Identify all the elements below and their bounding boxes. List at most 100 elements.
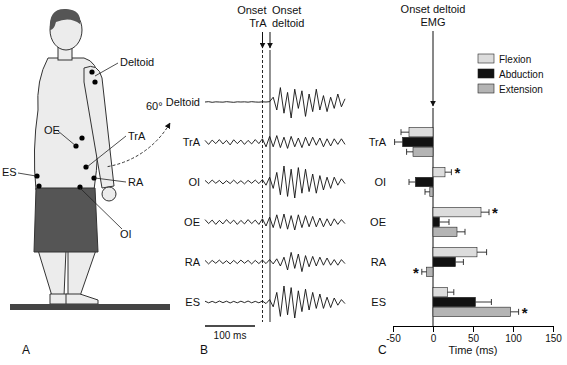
x-tick: 100 — [505, 326, 522, 344]
angle-arc — [108, 123, 170, 167]
x-tick-label: 50 — [468, 333, 480, 344]
bar — [415, 177, 433, 186]
error-bar-line — [439, 222, 449, 223]
plot-area — [395, 127, 519, 316]
electrode — [77, 184, 82, 189]
x-tick: 0 — [431, 326, 437, 344]
bar — [433, 247, 477, 256]
bar — [427, 267, 433, 276]
angle-label: 60° — [146, 100, 163, 112]
bar — [430, 187, 433, 196]
error-bar — [425, 189, 430, 195]
hair — [50, 9, 80, 30]
category-label: OE — [370, 216, 386, 228]
muscle-label: ES — [2, 166, 17, 178]
error-bar-line — [401, 132, 409, 133]
electrode — [92, 79, 97, 84]
leg — [68, 250, 96, 296]
error-bar-line — [511, 311, 519, 312]
error-bar-line — [445, 172, 451, 173]
x-tick-mark — [513, 326, 514, 332]
bar — [433, 207, 481, 216]
onset-arrow — [270, 32, 271, 48]
error-bar-cap — [409, 179, 410, 185]
x-tick-mark — [393, 326, 394, 332]
x-tick-label: 0 — [431, 333, 437, 344]
error-bar-cap — [465, 229, 466, 235]
annotation-text: EMG — [420, 16, 445, 28]
trace-label: OE — [184, 216, 200, 228]
bar — [403, 137, 433, 146]
error-bar-cap — [463, 259, 464, 265]
panel-label: B — [200, 343, 208, 357]
emg-trace — [205, 252, 345, 271]
trace-label: OI — [188, 176, 200, 188]
y-tick: RA — [371, 256, 387, 268]
annotation-text: Onset deltoid — [401, 3, 466, 15]
error-bar — [422, 269, 427, 275]
leg — [38, 250, 66, 296]
bar — [409, 127, 433, 136]
x-axis: -50 0 50 100 150 — [386, 326, 562, 344]
leader-line — [80, 188, 122, 229]
x-axis-title: Time (ms) — [448, 344, 497, 356]
leader-line — [18, 173, 36, 176]
category-label: RA — [371, 256, 387, 268]
legend-swatch — [478, 84, 494, 93]
onset-line — [262, 50, 263, 322]
bar — [433, 287, 447, 296]
error-bar-cap — [449, 219, 450, 225]
electrode — [89, 69, 94, 74]
error-bar-cap — [453, 289, 454, 295]
onset-label: TrA — [249, 17, 267, 29]
emg-trace — [205, 166, 345, 198]
error-bar-cap — [489, 209, 490, 215]
legend-label: Abduction — [499, 69, 543, 80]
error-bar — [407, 149, 413, 155]
error-bar — [445, 169, 451, 175]
error-bar-line — [481, 212, 489, 213]
error-bar-cap — [425, 189, 426, 195]
error-bar-cap — [451, 169, 452, 175]
muscle-label: Deltoid — [120, 56, 154, 68]
error-bar-line — [457, 231, 465, 232]
x-tick: 150 — [545, 326, 562, 344]
error-bar-line — [395, 142, 403, 143]
bar — [433, 297, 475, 306]
foot — [66, 294, 98, 304]
panel-c: -50050100150TrAOIOERAESTime (ms)FlexionA… — [369, 3, 563, 356]
error-bar — [401, 129, 409, 135]
error-bar-cap — [394, 139, 395, 145]
legend-swatch — [478, 69, 494, 78]
y-tick: TrA — [369, 136, 387, 148]
shorts — [34, 188, 98, 252]
error-bar-line — [407, 151, 413, 152]
trace-label: ES — [185, 296, 200, 308]
significance-mark: * — [454, 164, 460, 181]
x-tick: -50 — [386, 326, 401, 344]
onset-label: Onset — [237, 4, 266, 16]
significance-mark: * — [522, 304, 528, 321]
y-tick: OE — [370, 216, 386, 228]
error-bar-cap — [491, 299, 492, 305]
y-tick: OI — [374, 176, 386, 188]
leader-line — [95, 178, 126, 182]
error-bar — [457, 229, 465, 235]
trace-label: RA — [185, 256, 201, 268]
figure: 60°DeltoidTrAOEESRAOIOnsetTrAOnsetdeltoi… — [0, 0, 567, 365]
y-axis: TrAOIOERAES — [369, 136, 387, 308]
bar — [433, 227, 457, 236]
bar — [433, 167, 445, 176]
leader-line — [95, 63, 118, 76]
x-tick-label: 150 — [545, 333, 562, 344]
emg-trace — [205, 136, 345, 149]
x-tick-mark — [553, 326, 554, 332]
scale-bar — [205, 325, 255, 327]
hand — [102, 187, 116, 201]
category-label: OI — [374, 176, 386, 188]
error-bar — [409, 179, 415, 185]
x-tick-mark — [433, 326, 434, 332]
onset-arrow — [262, 32, 263, 48]
onset-line — [270, 50, 271, 322]
muscle-label: OE — [44, 124, 60, 136]
